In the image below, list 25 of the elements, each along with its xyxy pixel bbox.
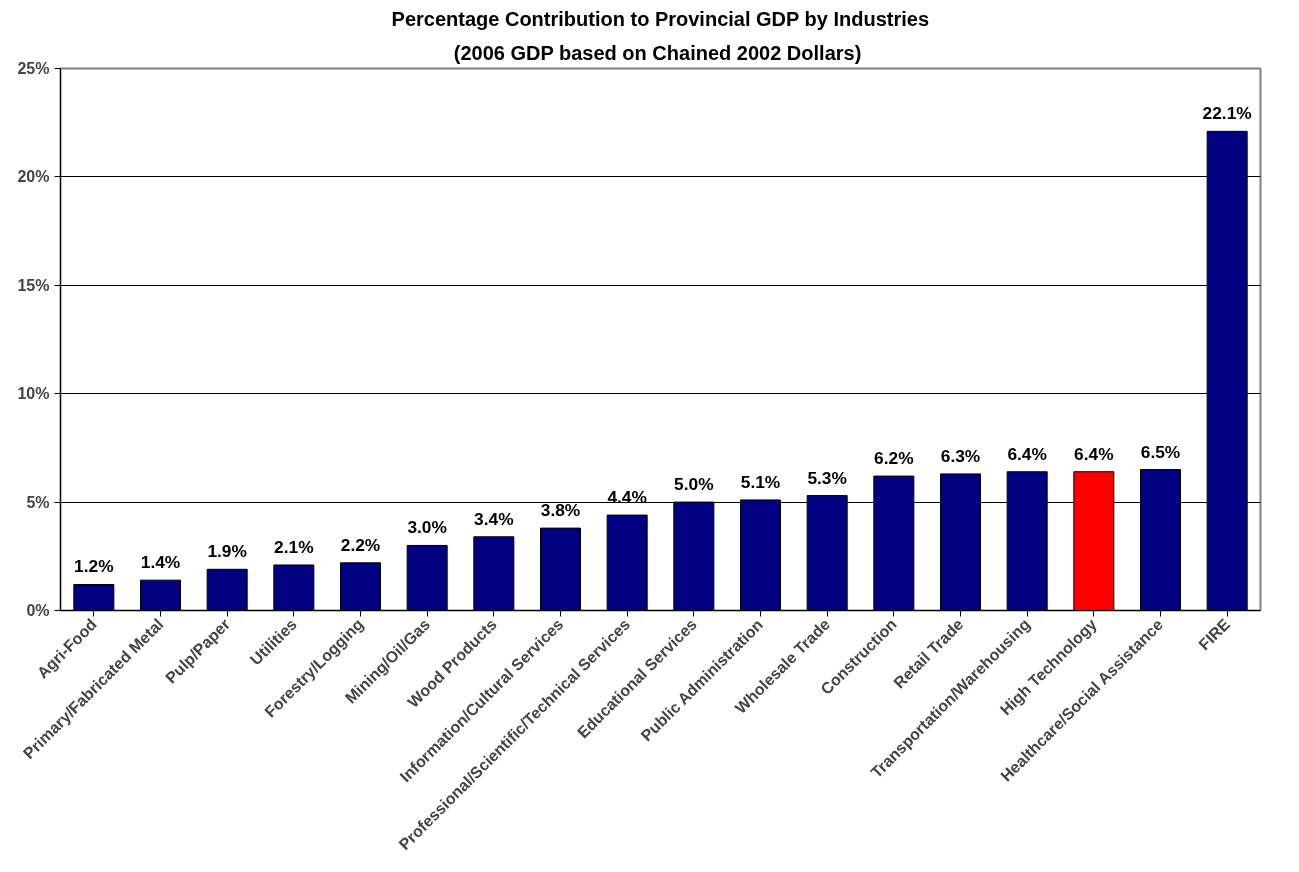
data-label: 22.1% [1202,103,1252,124]
y-tick-label: 20% [17,168,50,186]
y-tick-label: 15% [17,276,50,294]
data-label: 3.8% [540,500,581,521]
data-label: 2.1% [274,536,314,557]
chart-title: Percentage Contribution to Provincial GDP by Industries [391,7,930,30]
data-label: 1.2% [74,556,114,577]
data-label: 2.2% [340,534,381,555]
y-tick-label: 0% [26,602,50,619]
data-label: 5.1% [740,471,781,492]
data-label: 3.0% [407,517,447,538]
data-label: 1.4% [140,552,181,573]
y-tick-label: 10% [17,385,50,403]
y-tick-label: 25% [17,60,50,77]
data-label: 6.5% [1140,441,1181,462]
data-label: 5.0% [674,474,714,495]
data-label: 1.9% [207,541,247,562]
chart-subtitle: (2006 GDP based on Chained 2002 Dollars) [453,41,862,64]
data-label: 6.2% [874,448,914,469]
data-label: 6.4% [1074,443,1114,464]
y-tick-label: 5% [26,493,50,511]
data-label: 6.4% [1007,443,1047,464]
data-label: 5.3% [807,467,847,488]
data-label: 3.4% [474,508,514,529]
data-label: 6.3% [940,445,981,466]
